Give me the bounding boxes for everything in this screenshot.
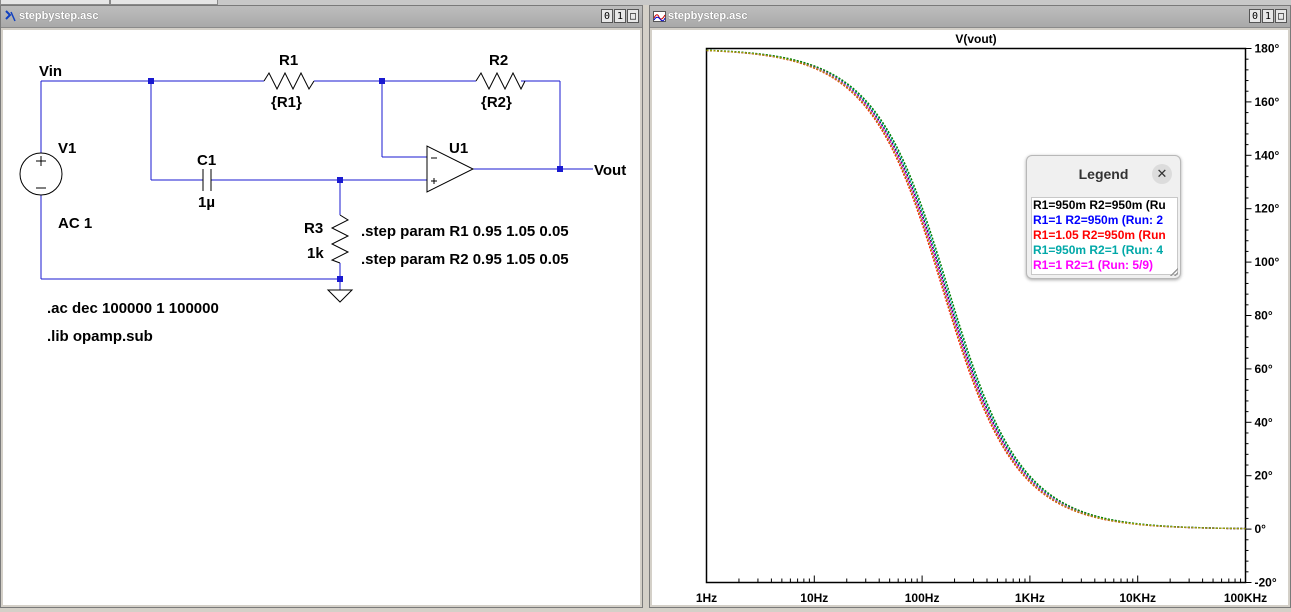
y-tick-label: 100°: [1255, 255, 1280, 269]
junction-dot: [337, 177, 343, 183]
x-tick-label: 1KHz: [1015, 591, 1045, 605]
ac-directive[interactable]: .ac dec 100000 1 100000: [47, 300, 219, 317]
tab-schematic[interactable]: [0, 0, 110, 5]
phase-trace[interactable]: [706, 49, 1246, 530]
schematic-canvas[interactable]: Vin Vout V1 AC 1 R1 {R1} R2 {R2} C1 1µ U…: [3, 30, 640, 605]
tab-plot[interactable]: [110, 0, 218, 5]
legend-entry[interactable]: R1=1 R2=1 (Run: 5/9): [1033, 258, 1154, 272]
trace-title[interactable]: V(vout): [955, 32, 996, 46]
schematic-window: stepbystep.asc 0 1 □: [0, 5, 643, 608]
tab-strip: [0, 0, 1291, 5]
maximize-button[interactable]: □: [1275, 9, 1287, 23]
y-tick-label: -20°: [1255, 576, 1277, 590]
plot-window-title: stepbystep.asc: [668, 10, 748, 22]
net-label-vin[interactable]: Vin: [39, 63, 62, 80]
v1-source[interactable]: [19, 152, 63, 196]
restore-button[interactable]: 1: [614, 9, 626, 23]
minimize-button[interactable]: 0: [1249, 9, 1261, 23]
phase-plot[interactable]: V(vout) 1Hz 10Hz 100Hz 1KHz 10KHz 100KHz 180° 1…: [652, 30, 1290, 607]
phase-trace[interactable]: [706, 49, 1246, 530]
junction-dot: [337, 276, 343, 282]
schematic-app-icon: [5, 10, 16, 22]
legend-entry[interactable]: R1=950m R2=950m (Ru: [1033, 198, 1166, 212]
r3-label[interactable]: R3: [304, 220, 323, 237]
x-tick-label: 10Hz: [800, 591, 828, 605]
legend-panel[interactable]: Legend ✕ R1=950m R2=950m (Ru R1=1 R2=950…: [1026, 155, 1181, 279]
schematic-titlebar[interactable]: stepbystep.asc 0 1 □: [1, 6, 642, 28]
y-tick-label: 40°: [1255, 415, 1273, 429]
y-tick-label: 160°: [1255, 95, 1280, 109]
y-tick-label: 80°: [1255, 309, 1273, 323]
r2-label[interactable]: R2: [489, 52, 508, 69]
plot-frame: [705, 47, 1247, 584]
legend-entry[interactable]: R1=1.05 R2=950m (Run: [1033, 228, 1166, 242]
junction-dot: [379, 78, 385, 84]
v1-value[interactable]: AC 1: [58, 215, 92, 232]
legend-entry[interactable]: R1=950m R2=1 (Run: 4: [1033, 243, 1164, 257]
net-label-vout[interactable]: Vout: [594, 162, 626, 179]
maximize-button[interactable]: □: [627, 9, 639, 23]
y-tick-label: 0°: [1255, 522, 1267, 536]
x-tick-label: 10KHz: [1119, 591, 1156, 605]
r1-label[interactable]: R1: [279, 52, 298, 69]
waveform-app-icon: [653, 11, 666, 22]
step-directive-r2[interactable]: .step param R2 0.95 1.05 0.05: [361, 251, 569, 268]
u1-opamp[interactable]: [426, 145, 475, 193]
y-tick-label: 20°: [1255, 469, 1273, 483]
r3-resistor[interactable]: [330, 214, 350, 264]
r2-resistor[interactable]: [475, 71, 526, 91]
y-tick-label: 180°: [1255, 42, 1280, 56]
restore-button[interactable]: 1: [1262, 9, 1274, 23]
step-directive-r1[interactable]: .step param R1 0.95 1.05 0.05: [361, 223, 569, 240]
schematic-window-title: stepbystep.asc: [19, 10, 99, 22]
close-icon[interactable]: ✕: [1152, 164, 1172, 184]
r1-value[interactable]: {R1}: [271, 94, 302, 111]
junction-dot: [148, 78, 154, 84]
minimize-button[interactable]: 0: [601, 9, 613, 23]
lib-directive[interactable]: .lib opamp.sub: [47, 328, 153, 345]
y-tick-label: 140°: [1255, 148, 1280, 162]
plot-titlebar[interactable]: stepbystep.asc 0 1 □: [650, 6, 1290, 28]
schematic-drawing: Vin Vout V1 AC 1 R1 {R1} R2 {R2} C1 1µ U…: [19, 52, 626, 345]
legend-list: R1=950m R2=950m (Ru R1=1 R2=950m (Run: 2…: [1031, 197, 1178, 275]
phase-trace[interactable]: [706, 49, 1246, 530]
plot-window: stepbystep.asc 0 1 □ V(vout) 1Hz 10Hz 100H…: [649, 5, 1291, 608]
u1-label[interactable]: U1: [449, 140, 468, 157]
c1-value[interactable]: 1µ: [198, 194, 215, 211]
x-tick-label: 1Hz: [696, 591, 717, 605]
r2-value[interactable]: {R2}: [481, 94, 512, 111]
y-tick-label: 120°: [1255, 202, 1280, 216]
ground-symbol[interactable]: [326, 289, 354, 303]
legend-entry[interactable]: R1=1 R2=950m (Run: 2: [1033, 213, 1164, 227]
r3-value[interactable]: 1k: [307, 245, 324, 262]
plot-canvas[interactable]: V(vout) 1Hz 10Hz 100Hz 1KHz 10KHz 100KHz 180° 1…: [652, 30, 1288, 605]
junction-dot: [557, 166, 563, 172]
y-tick-label: 60°: [1255, 362, 1273, 376]
c1-label[interactable]: C1: [197, 152, 216, 169]
r1-resistor[interactable]: [263, 71, 315, 91]
x-tick-label: 100KHz: [1224, 591, 1267, 605]
legend-title: Legend: [1078, 166, 1129, 182]
v1-label[interactable]: V1: [58, 140, 76, 157]
x-tick-label: 100Hz: [905, 591, 940, 605]
resize-grip[interactable]: [1170, 268, 1178, 276]
